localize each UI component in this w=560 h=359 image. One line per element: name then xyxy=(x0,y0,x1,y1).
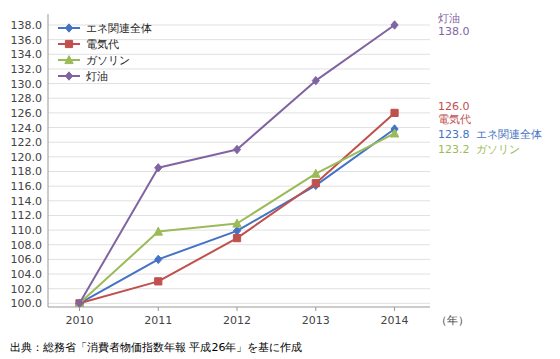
y-tick-label: 128.0 xyxy=(11,92,43,105)
y-tick-label: 118.0 xyxy=(11,165,43,178)
y-tick-label: 130.0 xyxy=(11,78,43,91)
x-tick xyxy=(394,307,395,311)
annotation: 126.0 xyxy=(438,100,470,113)
x-tick xyxy=(237,307,238,311)
x-tick xyxy=(315,307,316,311)
x-axis-line xyxy=(48,307,430,308)
x-tick xyxy=(158,307,159,311)
annotation: 電気代 xyxy=(438,113,471,126)
y-tick-label: 134.0 xyxy=(11,48,43,61)
y-tick-label: 136.0 xyxy=(11,34,43,47)
grid-line xyxy=(48,83,430,84)
y-tick-label: 100.0 xyxy=(11,297,43,310)
y-tick-label: 102.0 xyxy=(11,283,43,296)
x-tick-label: 2012 xyxy=(223,314,251,327)
x-tick-label: 2014 xyxy=(381,314,409,327)
grid-line xyxy=(48,98,430,99)
point xyxy=(233,235,240,242)
grid-line xyxy=(48,156,430,157)
grid-line xyxy=(48,200,430,201)
series-line xyxy=(80,25,395,303)
point xyxy=(390,129,398,137)
series-line xyxy=(80,113,395,303)
x-tick-label: 2011 xyxy=(144,314,172,327)
point xyxy=(312,76,319,84)
grid-line xyxy=(48,171,430,172)
y-tick-label: 126.0 xyxy=(11,107,43,120)
point xyxy=(391,21,398,29)
grid-line xyxy=(48,112,430,113)
plot-data xyxy=(75,21,398,307)
grid-line xyxy=(48,186,430,187)
y-tick-label: 108.0 xyxy=(11,239,43,252)
y-axis-line xyxy=(48,14,49,307)
y-tick-label: 104.0 xyxy=(11,268,43,281)
point xyxy=(155,164,162,172)
annotation: 123.2 ガソリン xyxy=(438,143,520,156)
x-tick xyxy=(79,307,80,311)
annotation: 138.0 xyxy=(438,25,470,38)
point xyxy=(391,109,398,116)
y-tick-label: 106.0 xyxy=(11,253,43,266)
legend-marker xyxy=(65,56,73,64)
x-axis-label: （年） xyxy=(436,314,469,327)
y-tick-label: 112.0 xyxy=(11,209,43,222)
x-tick-label: 2013 xyxy=(302,314,330,327)
annotation: 123.8 エネ関連全体 xyxy=(438,128,542,141)
legend-marker xyxy=(65,72,72,80)
point xyxy=(154,227,162,235)
point xyxy=(233,227,240,235)
y-tick-label: 122.0 xyxy=(11,136,43,149)
x-tick-label: 2010 xyxy=(66,314,94,327)
y-tick-label: 132.0 xyxy=(11,63,43,76)
annotation: 灯油 xyxy=(438,12,460,25)
legend-label: 電気代 xyxy=(86,38,119,51)
point xyxy=(76,299,83,307)
y-tick-label: 110.0 xyxy=(11,224,43,237)
y-grid xyxy=(48,25,430,303)
legend-label: ガソリン xyxy=(86,54,130,67)
legend: エネ関連全体電気代ガソリン灯油 xyxy=(58,22,152,83)
grid-line xyxy=(48,127,430,128)
point xyxy=(155,278,162,285)
grid-line xyxy=(48,142,430,143)
annotations: 灯油138.0 126.0電気代 123.8 エネ関連全体 123.2 ガソリン xyxy=(438,12,542,156)
point xyxy=(233,219,241,227)
legend-label: 灯油 xyxy=(86,70,108,83)
chart: 100.0102.0 104.0 106.0108.0 110.0 112.0114.0… xyxy=(0,0,560,359)
y-tick-label: 120.0 xyxy=(11,151,43,164)
y-tick-label: 124.0 xyxy=(11,122,43,135)
y-tick-label: 114.0 xyxy=(11,195,43,208)
y-tick-label: 138.0 xyxy=(11,19,43,32)
grid-line xyxy=(48,274,430,275)
series-line xyxy=(80,133,395,303)
grid-line xyxy=(48,244,430,245)
legend-label: エネ関連全体 xyxy=(86,22,152,35)
legend-marker xyxy=(65,24,72,32)
point xyxy=(155,255,162,263)
grid-line xyxy=(48,215,430,216)
point xyxy=(233,145,240,153)
source-text: 出典：総務省「消費者物価指数年報 平成26年」を基に作成 xyxy=(10,341,303,354)
legend-marker xyxy=(65,40,72,47)
y-tick-label: 116.0 xyxy=(11,180,43,193)
grid-line xyxy=(48,303,430,304)
point xyxy=(312,180,319,187)
point xyxy=(312,169,320,177)
